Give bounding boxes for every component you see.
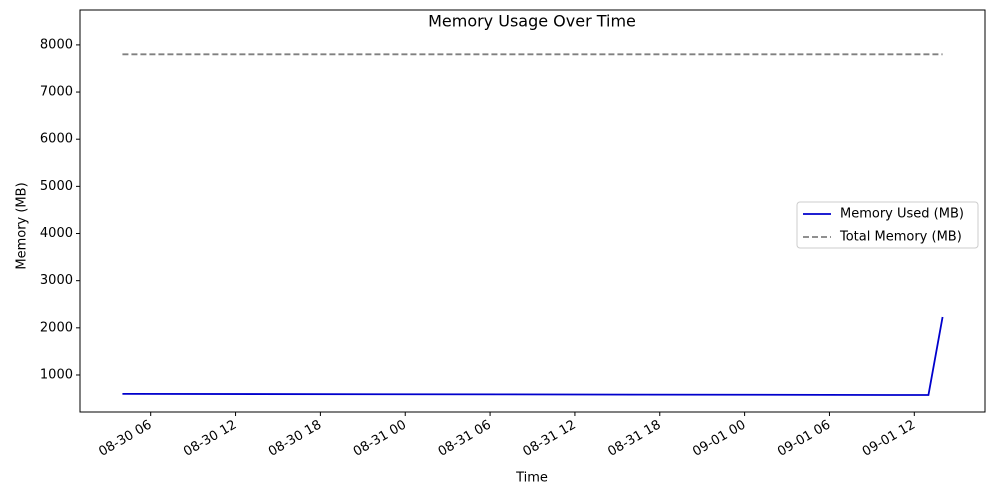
- x-tick-label: 08-31 00: [351, 418, 409, 460]
- x-tick-label: 09-01 12: [860, 418, 918, 460]
- y-tick-label: 6000: [40, 132, 73, 147]
- x-tick-label: 08-31 12: [521, 418, 579, 460]
- plot-frame: [79, 9, 986, 413]
- x-tick-label: 09-01 06: [775, 418, 833, 460]
- legend-label: Total Memory (MB): [839, 230, 962, 245]
- series-line: [122, 316, 944, 396]
- y-tick-label: 8000: [40, 37, 73, 52]
- x-tick-label: 08-31 06: [436, 418, 494, 460]
- x-tick-label: 08-30 06: [96, 418, 154, 460]
- x-tick-label: 09-01 00: [690, 418, 748, 460]
- chart-title: Memory Usage Over Time: [428, 12, 636, 31]
- y-tick-label: 3000: [40, 273, 73, 288]
- y-tick-label: 7000: [40, 85, 73, 100]
- y-axis-label: Memory (MB): [15, 182, 30, 269]
- y-tick-label: 5000: [40, 179, 73, 194]
- legend-box: [796, 201, 979, 249]
- legend-label: Memory Used (MB): [840, 207, 964, 222]
- y-tick-label: 4000: [40, 226, 73, 241]
- y-tick-label: 1000: [40, 367, 73, 382]
- y-tick-label: 2000: [40, 320, 73, 335]
- x-tick-label: 08-30 18: [266, 418, 324, 460]
- x-axis-label: Time: [515, 471, 548, 486]
- x-tick-label: 08-30 12: [181, 418, 239, 460]
- x-tick-label: 08-31 18: [605, 418, 663, 460]
